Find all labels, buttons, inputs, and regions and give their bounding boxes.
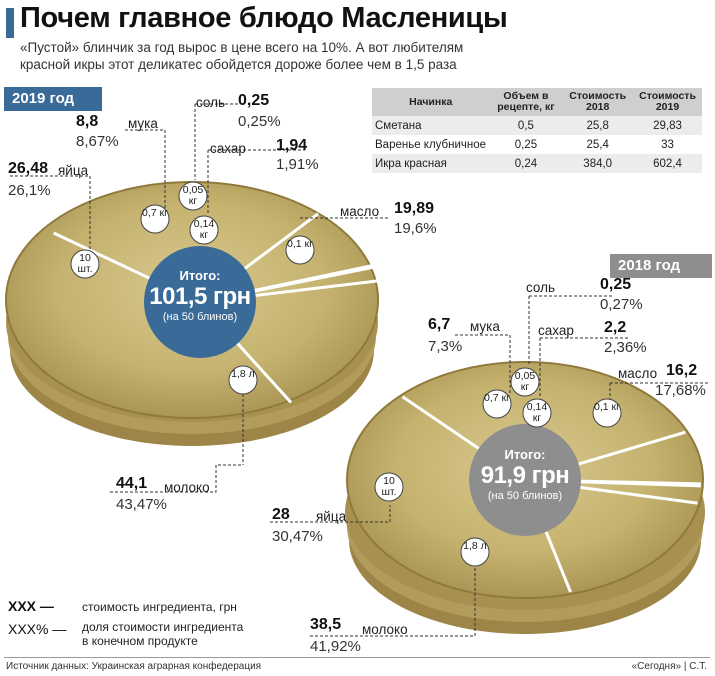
qty-eggs-2018: 10 шт. (381, 475, 397, 498)
pct-sugar-2018: 2,36% (604, 339, 647, 356)
footer-credit: «Сегодня» | С.Т. (631, 661, 707, 672)
qty-sugar-2018: 0,14 кг (526, 401, 548, 424)
qty-salt-2018: 0,05 кг (514, 370, 536, 393)
qty-milk-2018: 1,8 л (463, 540, 487, 552)
qty-flour-2018: 0,7 кг (484, 392, 510, 404)
ingredient-sugar-2018: сахар (538, 323, 574, 338)
value-eggs-2018: 28 (272, 506, 290, 523)
value-milk-2018: 38,5 (310, 616, 342, 633)
qty-flour-2019: 0,7 кг (142, 207, 168, 219)
value-butter-2019: 19,89 (394, 200, 435, 217)
ingredient-milk-2019: молоко (164, 480, 210, 495)
pct-flour-2019: 8,67% (76, 133, 119, 150)
value-salt-2019: 0,25 (238, 92, 270, 109)
total-2018: Итого: 91,9 грн (на 50 блинов) (469, 447, 581, 502)
table-header: Стоимость 2018 (562, 88, 634, 116)
qty-salt-2019: 0,05 кг (182, 184, 204, 207)
table-cell: 25,8 (562, 116, 634, 135)
qty-eggs-2019: 10 шт. (77, 252, 93, 275)
title-accent-bar (6, 8, 14, 38)
pct-eggs-2018: 30,47% (272, 528, 323, 545)
table-cell: 0,24 (489, 154, 563, 173)
pct-salt-2018: 0,27% (600, 296, 643, 313)
total-label-2018: Итого: (504, 447, 546, 462)
value-eggs-2019: 26,48 (8, 160, 49, 177)
total-note-2019: (на 50 блинов) (162, 311, 238, 323)
ingredient-salt-2018: соль (526, 280, 556, 295)
ingredient-eggs-2019: яйца (58, 163, 89, 178)
value-sugar-2018: 2,2 (604, 319, 627, 336)
value-flour-2019: 8,8 (76, 113, 99, 130)
table-header-row: Начинка Объем в рецепте, кг Стоимость 20… (372, 88, 702, 116)
table-cell: 0,5 (489, 116, 563, 135)
ingredient-butter-2018: масло (618, 366, 658, 381)
total-circle-2019 (144, 246, 256, 358)
table-cell: 33 (633, 135, 702, 154)
legend-text-value: стоимость ингредиента, грн (82, 600, 237, 614)
qty-sugar-2019: 0,14 кг (193, 218, 215, 241)
table-cell: 0,25 (489, 135, 563, 154)
leader-lines-2018 (270, 295, 710, 637)
table-cell: Сметана (372, 116, 490, 135)
legend-key-percent: XXX% — (8, 621, 67, 637)
pct-sugar-2019: 1,91% (276, 156, 319, 173)
total-label-2019: Итого: (179, 268, 221, 283)
table-cell: Икра красная (372, 154, 490, 173)
value-sugar-2019: 1,94 (276, 137, 308, 154)
table-cell: 602,4 (633, 154, 702, 173)
pct-flour-2018: 7,3% (428, 338, 463, 355)
footer-divider (4, 657, 710, 658)
leader-lines-2019 (10, 103, 390, 493)
subtitle-line-1: «Пустой» блинчик за год вырос в цене все… (20, 40, 464, 55)
value-milk-2019: 44,1 (116, 475, 148, 492)
pct-butter-2018: 17,68% (655, 382, 706, 399)
ingredient-salt-2019: соль (196, 95, 226, 110)
table-header: Объем в рецепте, кг (489, 88, 563, 116)
value-flour-2018: 6,7 (428, 316, 451, 333)
table-row: Икра красная 0,24 384,0 602,4 (372, 154, 702, 173)
value-butter-2018: 16,2 (666, 362, 698, 379)
table-header: Начинка (372, 88, 490, 116)
table-cell: 29,83 (633, 116, 702, 135)
legend-text-percent-1: доля стоимости ингредиента (82, 620, 244, 634)
table-cell: 25,4 (562, 135, 634, 154)
ingredient-eggs-2018: яйца (316, 509, 347, 524)
pct-milk-2019: 43,47% (116, 496, 167, 513)
qty-butter-2019: 0,1 кг (287, 238, 313, 250)
legend-text-percent-2: в конечном продукте (82, 634, 198, 648)
qty-milk-2019: 1,8 л (231, 368, 255, 380)
page-title: Почем главное блюдо Масленицы (20, 2, 508, 34)
pct-eggs-2019: 26,1% (8, 182, 51, 199)
table-row: Варенье клубничное 0,25 25,4 33 (372, 135, 702, 154)
value-salt-2018: 0,25 (600, 276, 632, 293)
pct-butter-2019: 19,6% (394, 220, 437, 237)
footer-source: Источник данных: Украинская аграрная кон… (6, 661, 262, 672)
legend-key-value: XXX — (8, 598, 54, 614)
total-value-2018: 91,9 грн (480, 462, 570, 489)
table-cell: Варенье клубничное (372, 135, 490, 154)
total-2019: Итого: 101,5 грн (на 50 блинов) (144, 268, 256, 323)
ingredient-flour-2018: мука (470, 319, 500, 334)
total-circle-2018 (469, 424, 581, 536)
ingredient-flour-2019: мука (128, 116, 158, 131)
pct-milk-2018: 41,92% (310, 638, 361, 655)
ingredient-sugar-2019: сахар (210, 141, 246, 156)
total-note-2018: (на 50 блинов) (487, 490, 563, 502)
ingredient-butter-2019: масло (340, 204, 380, 219)
total-value-2019: 101,5 грн (149, 283, 251, 310)
year-badge-2019: 2019 год (4, 87, 102, 111)
subtitle-line-2: красной икры этот деликатес обойдется до… (20, 57, 457, 72)
qty-butter-2018: 0,1 кг (594, 401, 620, 413)
table-cell: 384,0 (562, 154, 634, 173)
table-row: Сметана 0,5 25,8 29,83 (372, 116, 702, 135)
year-badge-2018: 2018 год (610, 254, 712, 278)
ingredient-milk-2018: молоко (362, 622, 408, 637)
pct-salt-2019: 0,25% (238, 113, 281, 130)
table-header: Стоимость 2019 (633, 88, 702, 116)
filling-price-table: Начинка Объем в рецепте, кг Стоимость 20… (372, 88, 702, 173)
